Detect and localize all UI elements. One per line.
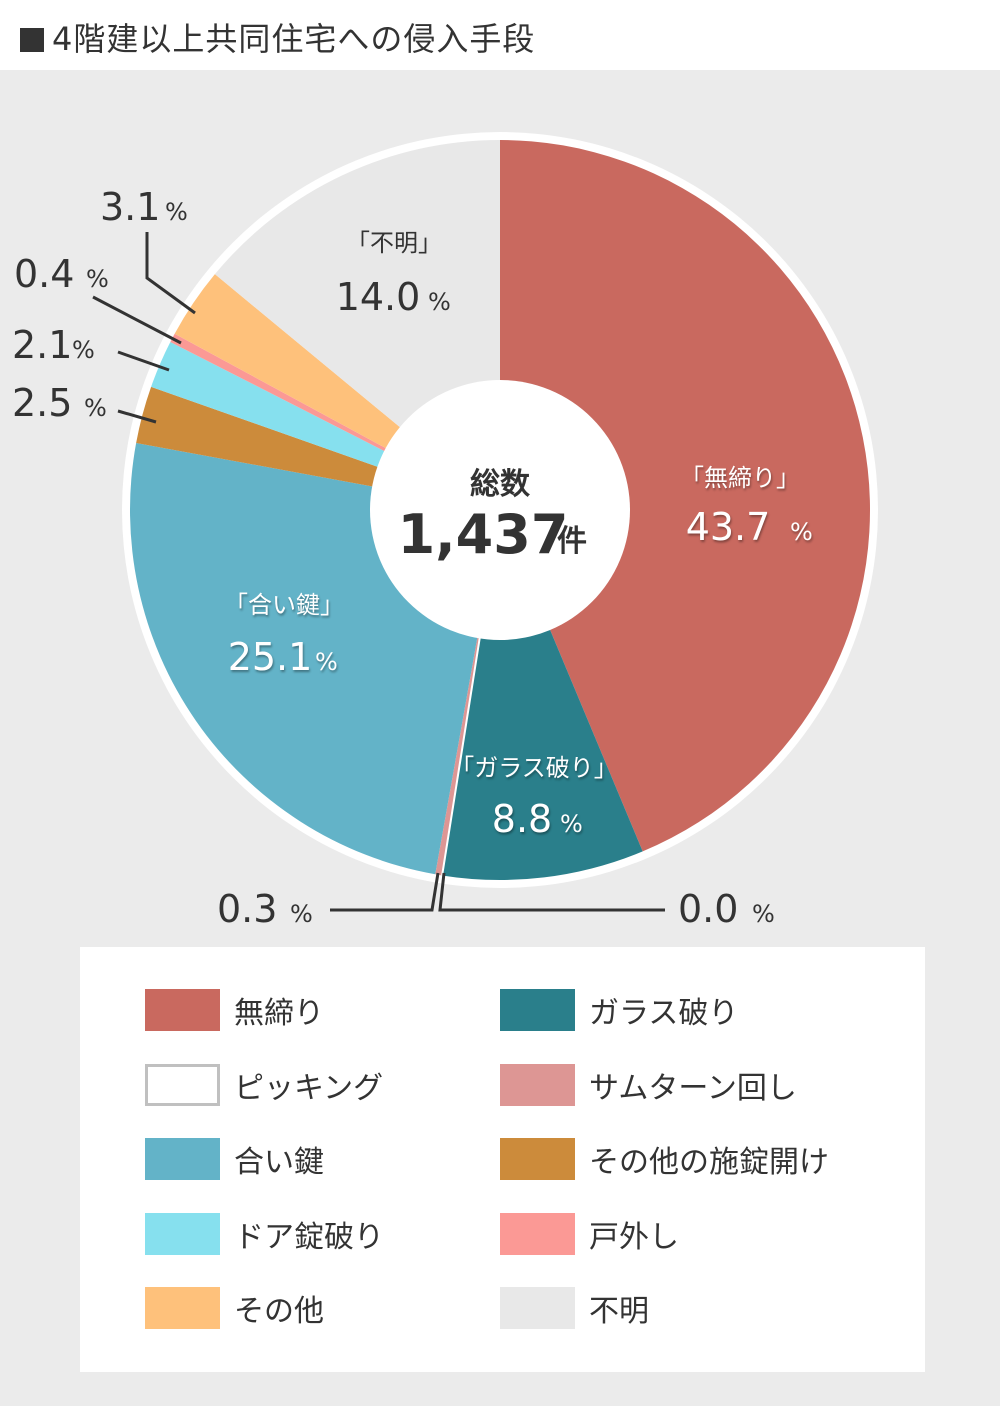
callout-sejo: 2.5 % [12,381,107,425]
legend-label: 無締り [234,996,324,1031]
legend: 無締り ガラス破り ピッキング サムターン回し 合い鍵 その他の施錠開け ドア錠… [80,947,925,1372]
svg-text:%: % [752,900,775,928]
svg-text:%: % [165,198,188,226]
callout-picking: 0.0 % [678,887,775,931]
legend-label: サムターン回し [589,1071,797,1106]
legend-swatch [500,989,575,1031]
legend-swatch [145,1138,220,1180]
legend-item-picking: ピッキング [145,1064,383,1106]
legend-item-thumbturn: サムターン回し [500,1064,797,1106]
svg-text:%: % [560,810,583,838]
chart-title: 4階建以上共同住宅への侵入手段 [20,14,535,60]
title-bar: 4階建以上共同住宅への侵入手段 [0,0,1000,70]
slice-label-aikagi: 「合い鍵」 [224,591,344,619]
legend-label: ガラス破り [589,996,739,1031]
svg-text:14.0: 14.0 [336,275,421,319]
slice-label-glass: 「ガラス破り」 [450,754,618,782]
legend-swatch [145,1287,220,1329]
callout-sonota: 3.1 % [100,185,188,229]
legend-label: 不明 [589,1294,649,1329]
svg-text:2.1: 2.1 [12,323,72,367]
svg-text:%: % [290,900,313,928]
legend-item-mushimari: 無締り [145,989,324,1031]
legend-label: ピッキング [234,1071,384,1106]
legend-swatch [500,1064,575,1106]
svg-text:43.7: 43.7 [686,505,771,549]
callout-lines [92,232,665,912]
legend-item-aikagi: 合い鍵 [145,1138,324,1180]
center-label: 総数 [470,467,531,502]
legend-item-glass: ガラス破り [500,989,738,1031]
slice-label-fumei: 「不明」 [346,229,442,257]
legend-item-tohazushi: 戸外し [500,1213,679,1255]
callout-doajo: 2.1 % [12,323,95,367]
svg-text:8.8: 8.8 [492,797,552,841]
legend-item-other-lock: その他の施錠開け [500,1138,829,1180]
svg-text:%: % [790,518,813,546]
svg-text:0.0: 0.0 [678,887,738,931]
svg-text:0.4: 0.4 [14,252,74,296]
pie-center-hole [370,380,630,640]
center-value: 1,437 [398,503,569,566]
legend-swatch [500,1138,575,1180]
pie-chart: 総数 1,437 件 「無締り」 43.7 % 「ガラス破り」 8.8 % 「合… [12,132,878,931]
legend-swatch [145,1213,220,1255]
square-bullet-icon [20,28,44,52]
legend-item-door-lock: ドア錠破り [145,1213,384,1255]
svg-text:%: % [428,288,451,316]
slice-value-glass: 8.8 % [492,797,583,841]
svg-text:2.5: 2.5 [12,381,72,425]
legend-swatch [500,1213,575,1255]
svg-text:%: % [315,648,338,676]
svg-text:25.1: 25.1 [228,635,313,679]
callout-tohazushi: 0.4 % [14,252,109,296]
legend-item-sonota: その他 [145,1287,324,1329]
slice-value-fumei: 14.0 % [336,275,451,319]
svg-text:0.3: 0.3 [217,887,277,931]
legend-item-fumei: 不明 [500,1287,649,1329]
legend-swatch [145,989,220,1031]
svg-text:3.1: 3.1 [100,185,160,229]
legend-label: 合い鍵 [234,1145,324,1180]
svg-text:%: % [86,265,109,293]
legend-swatch [500,1287,575,1329]
legend-swatch [145,1064,220,1106]
svg-text:%: % [72,336,95,364]
chart-title-text: 4階建以上共同住宅への侵入手段 [52,20,536,58]
slice-value-aikagi: 25.1 % [228,635,338,679]
center-unit: 件 [557,524,587,559]
legend-label: 戸外し [589,1220,679,1255]
legend-label: その他 [234,1294,324,1329]
callout-thumbturn: 0.3 % [217,887,313,931]
legend-label: その他の施錠開け [589,1145,829,1180]
svg-text:%: % [84,394,107,422]
slice-value-mushimari: 43.7 % [686,505,813,549]
pie-slice [500,140,871,852]
slice-label-mushimari: 「無締り」 [680,464,800,492]
legend-label: ドア錠破り [234,1220,384,1255]
